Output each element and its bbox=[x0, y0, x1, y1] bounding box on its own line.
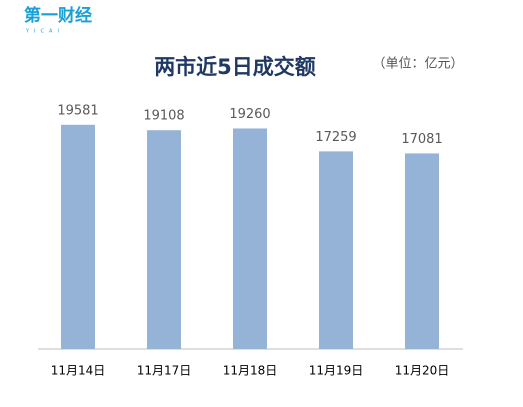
chart-subtitle: （单位：亿元） bbox=[372, 57, 463, 72]
value-label: 17259 bbox=[315, 130, 356, 145]
x-tick-label: 11月20日 bbox=[395, 364, 450, 378]
value-label: 19108 bbox=[143, 109, 184, 124]
value-label: 19260 bbox=[229, 107, 270, 122]
bar bbox=[319, 151, 353, 349]
chart-title: 两市近5日成交额 bbox=[154, 55, 316, 79]
x-tick-label: 11月14日 bbox=[51, 364, 106, 378]
bar bbox=[405, 153, 439, 349]
x-tick-label: 11月17日 bbox=[137, 364, 192, 378]
x-tick-label: 11月19日 bbox=[309, 364, 364, 378]
bar bbox=[233, 128, 267, 349]
logo-sub: YICAI bbox=[25, 29, 64, 35]
x-tick-label: 11月18日 bbox=[223, 364, 278, 378]
logo: 第一财经 bbox=[24, 5, 92, 26]
bar bbox=[147, 130, 181, 349]
value-label: 17081 bbox=[401, 132, 442, 147]
value-label: 19581 bbox=[57, 103, 98, 118]
bar bbox=[61, 124, 95, 349]
